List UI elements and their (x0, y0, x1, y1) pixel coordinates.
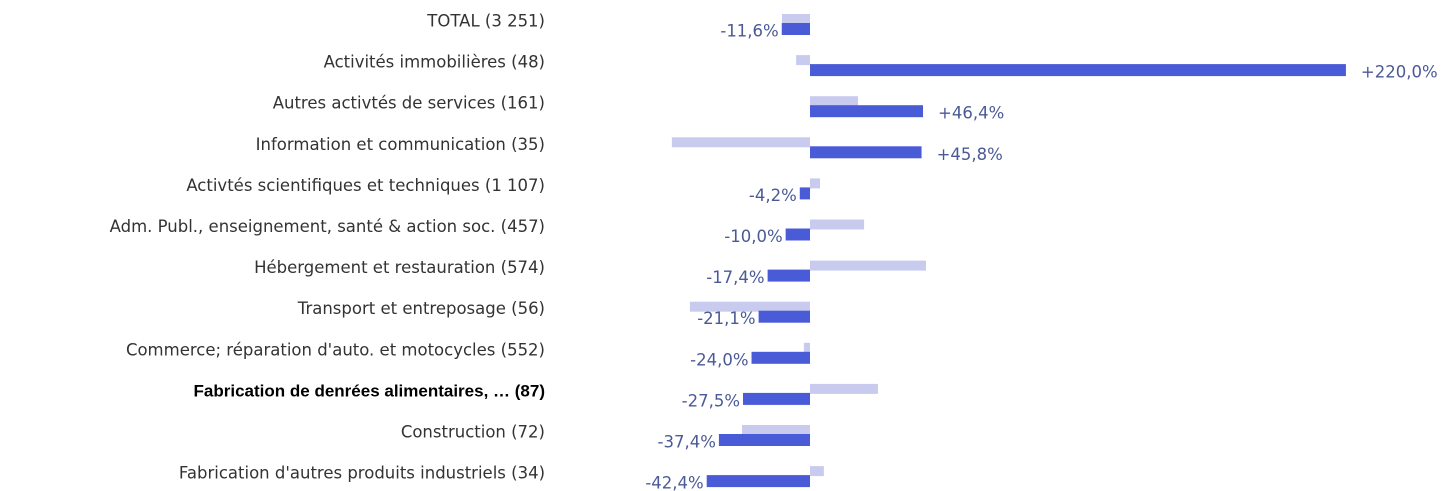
previous-bar (781, 14, 810, 24)
current-bar (767, 269, 810, 282)
value-label: -17,4% (706, 268, 764, 287)
current-bar (785, 228, 810, 241)
category-label: Activtés scientifiques et techniques (1 … (186, 176, 545, 195)
category-label: TOTAL (3 251) (426, 12, 545, 31)
previous-bar (803, 342, 810, 353)
current-bar (706, 475, 810, 488)
previous-bar (810, 219, 865, 230)
category-label: Construction (72) (401, 423, 545, 442)
previous-bar (810, 260, 926, 271)
value-label: -21,1% (697, 309, 755, 328)
value-label: -11,6% (720, 22, 778, 41)
value-label: +220,0% (1361, 63, 1438, 82)
current-bar (799, 187, 810, 200)
value-label: -27,5% (682, 391, 740, 410)
previous-bar (796, 55, 810, 66)
value-label: -37,4% (658, 433, 716, 452)
value-label: -4,2% (749, 186, 797, 205)
category-label: Fabrication de denrées alimentaires, … (… (194, 381, 545, 400)
category-label: Information et communication (35) (256, 135, 545, 154)
previous-bar (689, 301, 810, 312)
value-label: -10,0% (724, 227, 782, 246)
previous-bar (810, 383, 878, 394)
value-label: +45,8% (937, 145, 1003, 164)
current-bar (718, 434, 810, 446)
current-bar (810, 105, 924, 118)
previous-bar (810, 96, 858, 107)
category-label: Fabrication d'autres produits industriel… (179, 464, 545, 483)
category-label: Activités immobilières (48) (324, 53, 545, 72)
value-label: -42,4% (645, 474, 703, 491)
category-label: Adm. Publ., enseignement, santé & action… (110, 217, 545, 236)
current-bar (758, 310, 810, 323)
current-bar (810, 64, 1346, 77)
value-label: +46,4% (938, 104, 1004, 123)
current-bar (743, 392, 810, 405)
current-bar (781, 23, 810, 35)
category-label: Autres activtés de services (161) (273, 94, 545, 113)
current-bar (751, 351, 810, 364)
current-bar (810, 146, 922, 159)
category-label: Transport et entreposage (56) (297, 299, 545, 318)
previous-bar (671, 137, 810, 148)
category-label: Hébergement et restauration (574) (254, 258, 545, 277)
value-label: -24,0% (690, 350, 748, 369)
category-label: Commerce; réparation d'auto. et motocycl… (126, 340, 545, 359)
previous-bar (810, 178, 820, 189)
previous-bar (810, 466, 824, 477)
previous-bar (742, 425, 810, 435)
